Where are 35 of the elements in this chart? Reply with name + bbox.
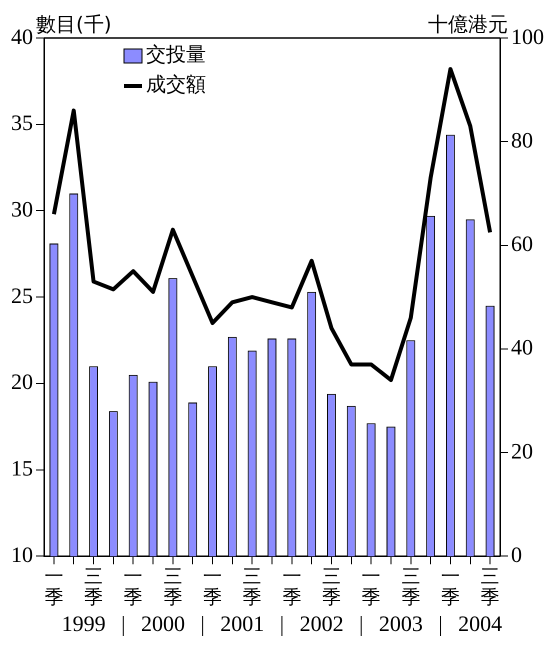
y2-tick-label: 40 xyxy=(511,334,533,360)
y-tick-label: 15 xyxy=(11,456,33,481)
text: 1999 xyxy=(62,610,106,636)
y-tick-label: 20 xyxy=(11,369,33,394)
x-tick-label: 三季 xyxy=(84,566,104,608)
x-tick-label: 三季 xyxy=(242,566,262,608)
text: 2003 xyxy=(378,610,423,636)
y2-tick-label: 20 xyxy=(511,438,533,464)
y-tick-label: 35 xyxy=(11,110,33,136)
x-tick-label: 一季 xyxy=(44,566,64,608)
y-tick-label: 30 xyxy=(11,196,33,222)
legend-label: 成交額 xyxy=(146,72,206,96)
x-tick-label: 三季 xyxy=(163,566,182,608)
x-tick-label: 三季 xyxy=(401,566,420,608)
x-tick-label: 一季 xyxy=(203,566,222,608)
y-tick-label: 40 xyxy=(11,24,33,49)
x-tick-label: 一季 xyxy=(124,566,143,608)
x-tick-label: 三季 xyxy=(322,566,341,608)
y2-tick-label: 100 xyxy=(511,24,544,49)
x-tick-label: 一季 xyxy=(282,566,302,608)
x-tick-label: 三季 xyxy=(480,566,500,608)
x-tick-label: 一季 xyxy=(362,566,381,608)
text: 2004 xyxy=(458,610,502,636)
text: 2002 xyxy=(300,610,344,636)
legend-label: 交投量 xyxy=(146,42,206,66)
y-tick-label: 10 xyxy=(11,542,33,567)
y2-tick-label: 0 xyxy=(511,542,522,567)
y-axis-title: 數目(千) xyxy=(36,12,112,36)
text: 2001 xyxy=(220,610,264,636)
text: 2000 xyxy=(140,610,185,636)
x-tick-label: 一季 xyxy=(440,566,460,608)
y2-tick-label: 60 xyxy=(511,231,533,256)
y2-tick-label: 80 xyxy=(511,127,533,152)
y2-axis-title: 十億港元 xyxy=(428,12,508,36)
y-tick-label: 25 xyxy=(11,282,33,308)
